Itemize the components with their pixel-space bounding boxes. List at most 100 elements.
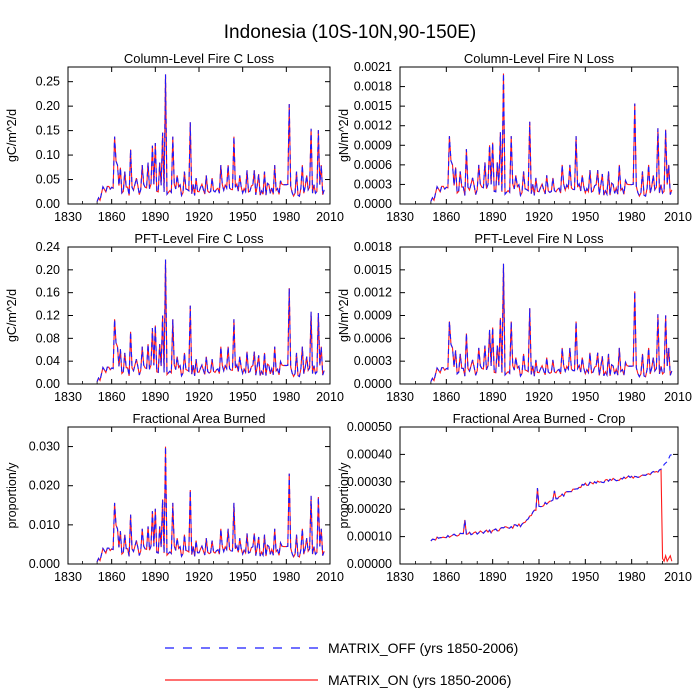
y-tick-label: 0.0003 [354, 354, 392, 368]
x-tick-label: 2010 [316, 390, 344, 404]
y-axis-label: gN/m^2/d [337, 289, 351, 342]
plot-frame [399, 246, 679, 385]
y-tick-label: 0.030 [29, 440, 60, 454]
y-tick-label: 0.00030 [347, 475, 392, 489]
x-tick-label: 1830 [54, 390, 82, 404]
y-tick-label: 0.04 [36, 354, 60, 368]
x-tick-label: 1890 [141, 390, 169, 404]
x-tick-label: 2010 [664, 210, 692, 224]
chart-panel-4: PFT-Level Fire N Loss gN/m^2/d 1830 1860 189… [337, 231, 692, 404]
y-axis-label: gC/m^2/d [5, 109, 19, 162]
x-tick-label: 2010 [316, 210, 344, 224]
y-tick-label: 0.0018 [354, 240, 392, 254]
y-tick-label: 0.24 [36, 240, 60, 254]
panel-title: PFT-Level Fire N Loss [474, 231, 604, 246]
x-tick-label: 1920 [525, 210, 553, 224]
y-tick-label: 0.15 [36, 124, 60, 138]
chart-panel-3: PFT-Level Fire C Loss gC/m^2/d 1830 1860 189… [5, 231, 344, 404]
series-line-matrix-off [430, 263, 673, 382]
y-axis-label: proportion/y [5, 462, 19, 529]
legend-label-matrix-on: MATRIX_ON (yrs 1850-2006) [328, 672, 511, 688]
chart-panel-2: Column-Level Fire N Loss gN/m^2/d 1830 1860… [337, 51, 692, 224]
x-tick-label: 1950 [229, 570, 257, 584]
series-line-matrix-off [96, 259, 325, 382]
x-tick-label: 1860 [98, 390, 126, 404]
x-tick-label: 1860 [98, 210, 126, 224]
x-tick-label: 1980 [272, 570, 300, 584]
y-tick-label: 0.05 [36, 173, 60, 187]
x-tick-label: 1950 [571, 390, 599, 404]
x-tick-label: 1980 [618, 390, 646, 404]
y-tick-label: 0.0009 [354, 138, 392, 152]
y-tick-label: 0.010 [29, 518, 60, 532]
y-tick-label: 0.0009 [354, 309, 392, 323]
series-line-matrix-off [96, 74, 325, 202]
y-tick-label: 0.12 [36, 309, 60, 323]
plot-frame [399, 426, 679, 565]
panel-title: Column-Level Fire C Loss [124, 51, 275, 66]
plot-frame [67, 246, 331, 385]
y-tick-label: 0.0018 [354, 80, 392, 94]
legend: MATRIX_OFF (yrs 1850-2006) MATRIX_ON (yr… [165, 640, 518, 688]
y-tick-label: 0.0012 [354, 119, 392, 133]
y-tick-label: 0.00 [36, 377, 60, 391]
x-tick-label: 1950 [571, 570, 599, 584]
panel-title: PFT-Level Fire C Loss [134, 231, 264, 246]
chart-panel-5: Fractional Area Burned proportion/y 1830 18… [5, 411, 344, 584]
x-tick-label: 1860 [432, 210, 460, 224]
panel-title: Column-Level Fire N Loss [464, 51, 615, 66]
x-tick-label: 2010 [664, 570, 692, 584]
x-tick-label: 1830 [54, 570, 82, 584]
y-tick-label: 0.0021 [354, 60, 392, 74]
x-tick-label: 1920 [185, 210, 213, 224]
y-tick-label: 0.00020 [347, 502, 392, 516]
y-tick-label: 0.0000 [354, 377, 392, 391]
x-tick-label: 1860 [98, 570, 126, 584]
x-tick-label: 1830 [386, 390, 414, 404]
y-tick-label: 0.00050 [347, 420, 392, 434]
y-tick-label: 0.16 [36, 286, 60, 300]
y-tick-label: 0.00 [36, 197, 60, 211]
x-tick-label: 1890 [141, 570, 169, 584]
chart-panel-6: Fractional Area Burned - Crop proportion/… [337, 411, 692, 584]
y-tick-label: 0.00040 [347, 447, 392, 461]
x-tick-label: 1950 [229, 390, 257, 404]
x-tick-label: 1950 [229, 210, 257, 224]
x-tick-label: 1980 [272, 390, 300, 404]
x-tick-label: 1980 [618, 570, 646, 584]
y-tick-label: 0.000 [29, 557, 60, 571]
legend-label-matrix-off: MATRIX_OFF (yrs 1850-2006) [328, 640, 518, 656]
plot-frame [67, 66, 331, 205]
series-line-matrix-on [430, 468, 673, 563]
y-tick-label: 0.20 [36, 99, 60, 113]
y-tick-label: 0.00000 [347, 557, 392, 571]
y-tick-label: 0.20 [36, 263, 60, 277]
x-tick-label: 1860 [432, 570, 460, 584]
y-tick-label: 0.020 [29, 479, 60, 493]
x-tick-label: 1890 [479, 210, 507, 224]
x-tick-label: 1950 [571, 210, 599, 224]
x-tick-label: 1890 [479, 570, 507, 584]
panel-title: Fractional Area Burned - Crop [453, 411, 626, 426]
x-tick-label: 1890 [141, 210, 169, 224]
panels: Column-Level Fire C Loss gC/m^2/d 1830 1860… [5, 51, 692, 584]
x-tick-label: 1830 [54, 210, 82, 224]
y-tick-label: 0.0012 [354, 286, 392, 300]
x-tick-label: 1920 [525, 390, 553, 404]
x-tick-label: 2010 [316, 570, 344, 584]
x-tick-label: 1920 [185, 570, 213, 584]
y-tick-label: 0.08 [36, 331, 60, 345]
chart-panel-1: Column-Level Fire C Loss gC/m^2/d 1830 1860… [5, 51, 344, 224]
y-tick-label: 0.0015 [354, 263, 392, 277]
y-tick-label: 0.0006 [354, 158, 392, 172]
y-axis-label: proportion/y [337, 462, 351, 529]
x-tick-label: 1830 [386, 210, 414, 224]
series-line-matrix-off [96, 446, 325, 563]
figure-title: Indonesia (10S-10N,90-150E) [224, 22, 476, 43]
y-axis-label: gC/m^2/d [5, 289, 19, 342]
x-tick-label: 1980 [618, 210, 646, 224]
panel-title: Fractional Area Burned [133, 411, 266, 426]
y-tick-label: 0.10 [36, 148, 60, 162]
y-tick-label: 0.0003 [354, 177, 392, 191]
